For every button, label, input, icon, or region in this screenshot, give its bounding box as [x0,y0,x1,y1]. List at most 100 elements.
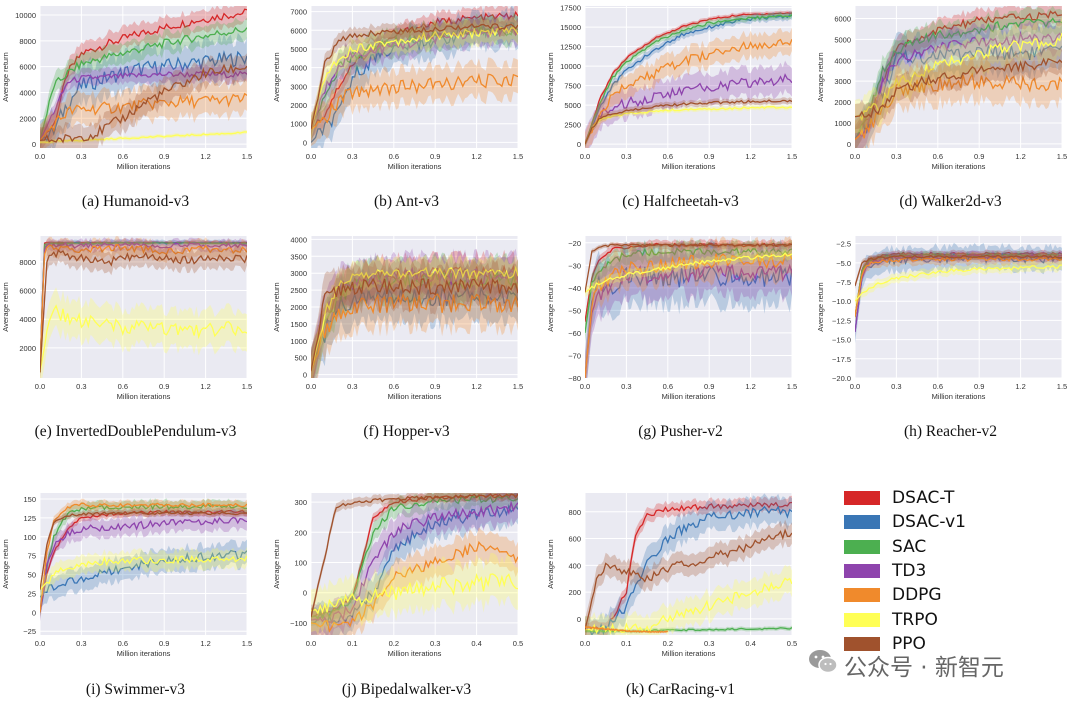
x-tick-label: 0.9 [159,639,169,648]
y-tick-label: 6000 [19,63,36,72]
x-tick-label: 0.3 [621,152,631,161]
x-tick-label: 0.4 [745,639,755,648]
x-tick-label: 1.5 [1057,382,1067,391]
x-axis-label: Million iterations [932,392,986,401]
series-line [311,271,518,372]
series-line [311,26,518,130]
chart-caption: (g) Pusher-v2 [638,423,723,440]
series-band [311,249,518,378]
y-tick-label: 7000 [290,8,307,17]
series-line [855,44,1062,141]
x-tick-label: 1.5 [242,639,252,648]
series-line [311,540,518,633]
series-line [585,626,668,633]
y-tick-label: 0 [577,140,581,149]
series-line [855,31,1062,141]
series-line [40,554,247,591]
x-tick-label: 0.3 [891,382,901,391]
chart-caption: (b) Ant-v3 [373,193,440,210]
series-band [311,6,518,148]
series-band [855,46,1062,130]
series-band [585,236,792,378]
x-tick-label: 1.2 [471,152,481,161]
series-band [311,493,518,635]
series-band [311,263,518,378]
y-axis-label: Average return [816,52,825,101]
y-tick-label: 800 [568,508,581,517]
x-axis-label: Million iterations [662,162,716,171]
series-line [40,249,247,373]
series-band [40,498,247,619]
series-line [855,256,1062,317]
y-axis-label: Average return [1,282,10,331]
legend-swatch [844,539,880,554]
series-line [311,21,518,143]
x-tick-label: 0.1 [347,639,357,648]
series-line [585,12,792,145]
legend-swatch [844,491,880,505]
y-tick-label: 200 [294,528,307,537]
x-tick-label: 0.9 [430,152,440,161]
y-tick-label: 1000 [290,337,307,346]
series-line [585,14,792,145]
x-tick-label: 0.6 [663,382,673,391]
series-line [585,14,792,145]
x-tick-label: 0.6 [118,639,128,648]
series-group [311,493,518,635]
x-tick-label: 0.9 [974,152,984,161]
chart-caption: (d) Walker2d-v3 [899,193,1002,210]
series-line [311,503,518,627]
series-band [585,625,668,634]
y-tick-label: 50 [28,571,36,580]
series-band [855,250,1062,337]
series-band [585,10,792,147]
series-band [855,6,1062,148]
x-tick-label: 0.6 [389,382,399,391]
series-band [855,249,1062,320]
series-line [855,10,1062,140]
x-tick-label: 1.2 [1015,152,1025,161]
series-band [585,495,792,635]
series-line [40,131,247,143]
series-band [585,564,792,635]
series-band [311,13,518,143]
y-tick-label: 5000 [564,101,581,110]
series-band [40,240,247,378]
series-band [585,239,792,342]
y-tick-label: 2500 [290,286,307,295]
y-tick-label: 5000 [290,45,307,54]
series-line [855,252,1062,332]
y-tick-label: 1000 [290,120,307,129]
series-band [585,11,792,148]
series-line [311,72,518,130]
y-tick-label: 500 [294,354,307,363]
legend-label: TRPO [892,609,938,630]
chart-caption: (j) Bipedalwalker-v3 [341,681,472,698]
x-tick-label: 0.0 [580,639,590,648]
series-band [311,254,518,378]
series-band [855,23,1062,148]
legend-swatch [844,515,880,530]
legend-swatch [844,588,880,603]
series-line [855,251,1062,317]
x-tick-label: 0.0 [35,152,45,161]
y-tick-label: −70 [568,351,581,360]
y-axis-label: Average return [546,539,555,588]
y-tick-label: 0 [847,140,851,149]
y-tick-label: 100 [294,558,307,567]
y-axis-label: Average return [1,539,10,588]
series-band [40,508,247,622]
x-tick-label: 1.2 [200,639,210,648]
series-line [855,254,1062,287]
series-line [311,27,518,130]
y-tick-label: −5.0 [836,259,851,268]
series-band [311,527,518,635]
y-tick-label: 2000 [834,98,851,107]
series-line [311,277,518,372]
x-tick-label: 0.3 [891,152,901,161]
plot-area [40,493,247,635]
y-tick-label: −50 [568,306,581,315]
series-line [311,265,518,372]
x-tick-label: 1.5 [242,382,252,391]
y-tick-label: 100 [23,533,36,542]
